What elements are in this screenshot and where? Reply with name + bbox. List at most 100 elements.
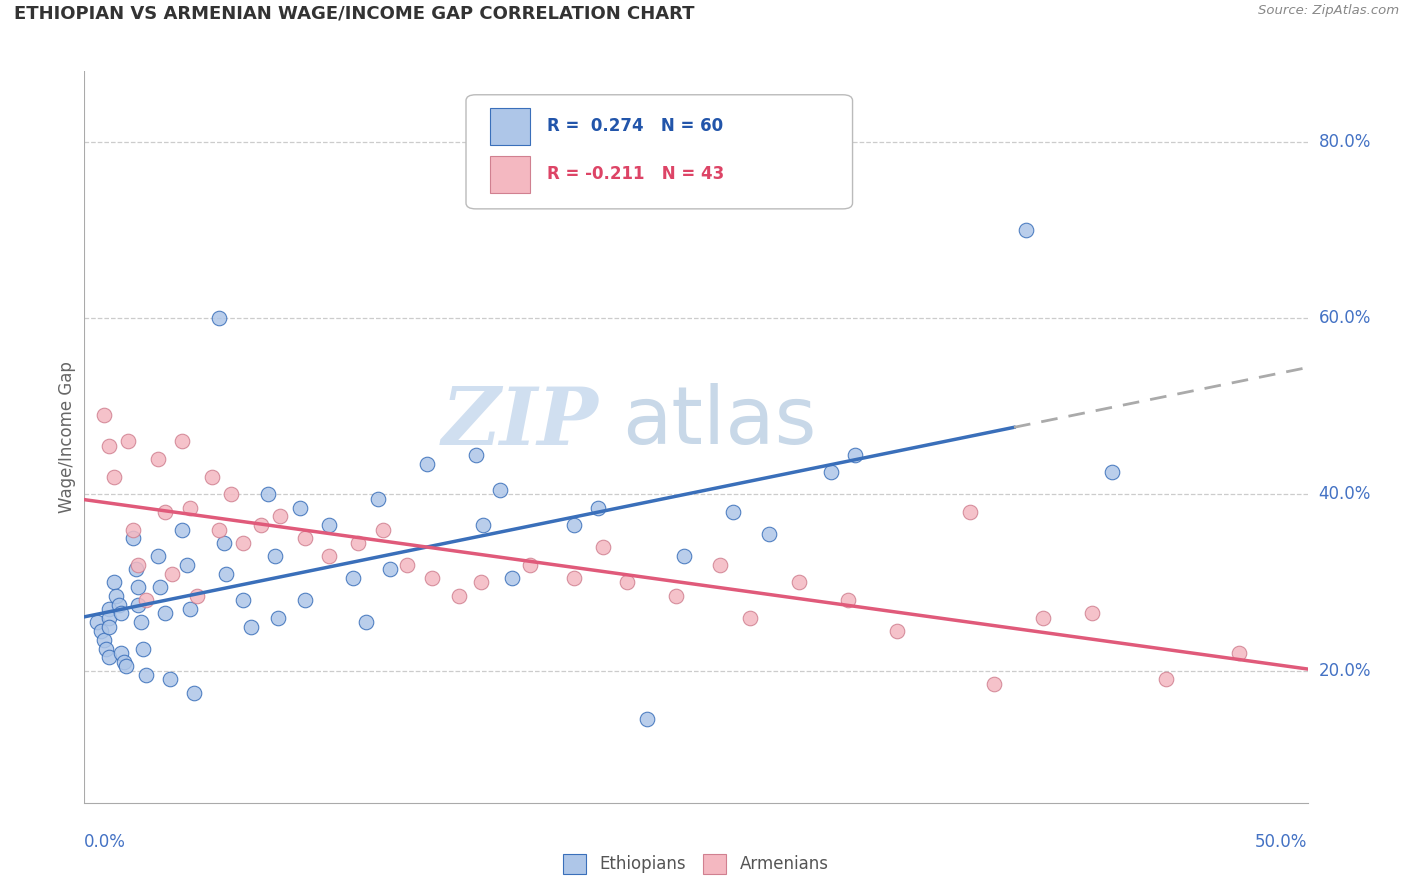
Point (318, 518, 340, 533)
Point (172, 434, 194, 449)
Point (820, 466, 842, 480)
Text: 0.0%: 0.0% (84, 833, 127, 851)
Point (787, 575, 810, 590)
Text: 80.0%: 80.0% (1319, 133, 1371, 151)
Point (117, 434, 139, 449)
Point (416, 457, 439, 471)
Point (501, 571, 523, 585)
Text: R = -0.211   N = 43: R = -0.211 N = 43 (547, 165, 724, 184)
Point (97, 650, 120, 665)
Point (1032, 611, 1054, 625)
Point (110, 607, 132, 621)
Point (470, 575, 492, 590)
Point (208, 311, 231, 326)
Point (380, 562, 402, 576)
Point (447, 589, 470, 603)
Point (257, 487, 280, 501)
Point (90, 624, 112, 638)
Point (367, 491, 389, 506)
Point (420, 571, 443, 585)
Point (239, 619, 262, 633)
Point (738, 611, 761, 625)
Point (107, 598, 129, 612)
Point (135, 593, 157, 607)
Point (1015, 223, 1038, 237)
Point (97, 619, 120, 633)
Point (371, 523, 394, 537)
Point (562, 518, 585, 533)
Text: Source: ZipAtlas.com: Source: ZipAtlas.com (1258, 4, 1399, 18)
Point (616, 575, 638, 590)
Text: ETHIOPIAN VS ARMENIAN WAGE/INCOME GAP CORRELATION CHART: ETHIOPIAN VS ARMENIAN WAGE/INCOME GAP CO… (14, 4, 695, 22)
Point (709, 558, 731, 572)
Point (105, 589, 128, 603)
Point (1227, 646, 1250, 660)
Point (721, 505, 744, 519)
Point (959, 505, 981, 519)
Point (135, 668, 157, 682)
Point (149, 580, 172, 594)
Point (127, 558, 149, 572)
Point (665, 589, 688, 603)
FancyBboxPatch shape (491, 156, 530, 193)
Point (103, 469, 125, 483)
Point (294, 593, 316, 607)
Point (122, 523, 145, 537)
Point (347, 536, 370, 550)
Point (519, 558, 541, 572)
Point (132, 641, 155, 656)
Point (96, 641, 118, 656)
FancyBboxPatch shape (491, 108, 530, 145)
Point (186, 589, 208, 603)
Point (489, 483, 512, 497)
Point (86, 615, 108, 629)
Point (837, 593, 859, 607)
Point (232, 536, 254, 550)
Point (672, 549, 695, 563)
Point (294, 532, 316, 546)
Point (97, 439, 120, 453)
Point (586, 500, 609, 515)
Point (110, 646, 132, 660)
Point (127, 598, 149, 612)
Point (179, 500, 201, 515)
Y-axis label: Wage/Income Gap: Wage/Income Gap (58, 361, 76, 513)
Point (219, 487, 242, 501)
Text: R =  0.274   N = 60: R = 0.274 N = 60 (547, 117, 723, 136)
Point (129, 615, 152, 629)
FancyBboxPatch shape (465, 95, 852, 209)
Point (115, 659, 138, 673)
Point (97, 611, 120, 625)
Point (153, 607, 176, 621)
Point (215, 566, 238, 581)
Point (844, 448, 866, 462)
Point (122, 532, 145, 546)
Point (208, 523, 231, 537)
Point (1154, 673, 1177, 687)
Text: atlas: atlas (623, 384, 817, 461)
Point (127, 580, 149, 594)
Point (318, 549, 340, 563)
Point (1101, 466, 1123, 480)
Point (266, 611, 288, 625)
Point (125, 562, 148, 576)
Point (200, 469, 222, 483)
Point (1081, 607, 1104, 621)
Point (464, 448, 486, 462)
Text: 60.0%: 60.0% (1319, 310, 1371, 327)
Text: ZIP: ZIP (441, 384, 598, 461)
Point (269, 509, 291, 524)
Point (93, 408, 115, 422)
Point (159, 673, 181, 687)
Point (983, 677, 1005, 691)
Point (146, 549, 169, 563)
Point (176, 558, 198, 572)
Point (249, 518, 271, 533)
Point (212, 536, 235, 550)
Point (179, 602, 201, 616)
Point (758, 527, 780, 541)
Point (172, 523, 194, 537)
Point (592, 540, 614, 554)
Point (162, 566, 184, 581)
Point (354, 615, 377, 629)
